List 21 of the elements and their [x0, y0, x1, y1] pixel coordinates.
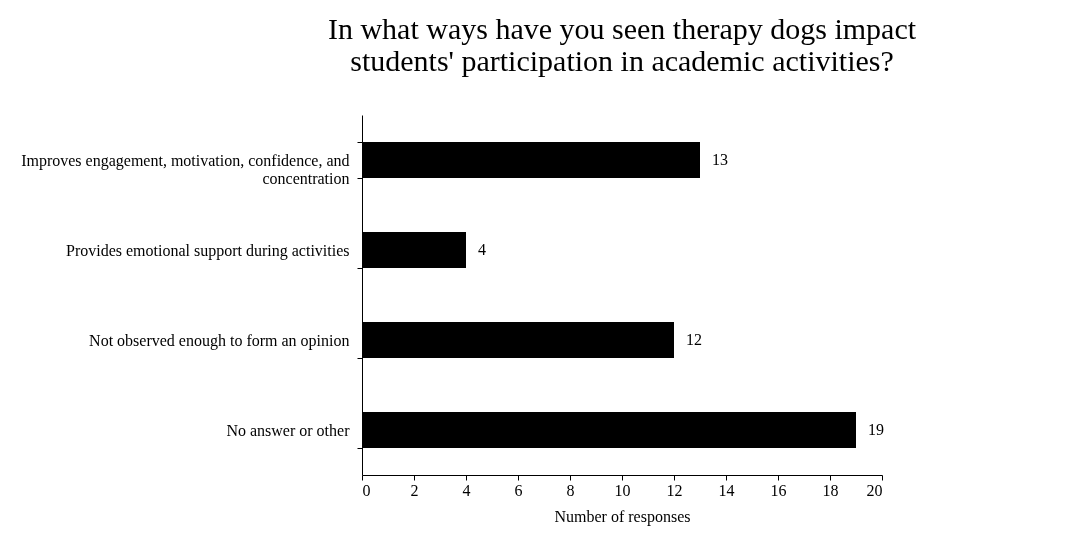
y-tick-label: Provides emotional support during activities — [65, 241, 350, 260]
y-tick-label: Not observed enough to form an opinion — [89, 331, 350, 350]
x-tick-label: 6 — [514, 481, 523, 499]
y-tick-label: No answer or other — [226, 421, 351, 439]
x-tick-label: 8 — [566, 481, 575, 499]
data-label: 4 — [478, 241, 486, 258]
x-tick-label: 0 — [362, 481, 371, 499]
data-label: 13 — [712, 151, 728, 168]
y-tick-label: Improves engagement, motivation, confidence, and concentration — [21, 151, 350, 187]
x-tick-label: 12 — [666, 481, 683, 499]
x-axis-title: Number of responses — [554, 507, 691, 526]
x-tick-label: 14 — [718, 481, 735, 499]
x-tick-label: 10 — [614, 481, 631, 499]
x-tick-label: 16 — [770, 481, 787, 499]
data-label: 19 — [868, 421, 884, 438]
x-tick-label: 4 — [462, 481, 471, 499]
x-tick-label: 2 — [410, 481, 419, 499]
x-tick-label: 18 — [822, 481, 839, 499]
data-label: 12 — [686, 331, 702, 348]
chart-title: In what ways have you seen therapy dogs impact students' participation in academic activities? — [327, 12, 917, 77]
x-tick-label: 20 — [866, 481, 883, 499]
